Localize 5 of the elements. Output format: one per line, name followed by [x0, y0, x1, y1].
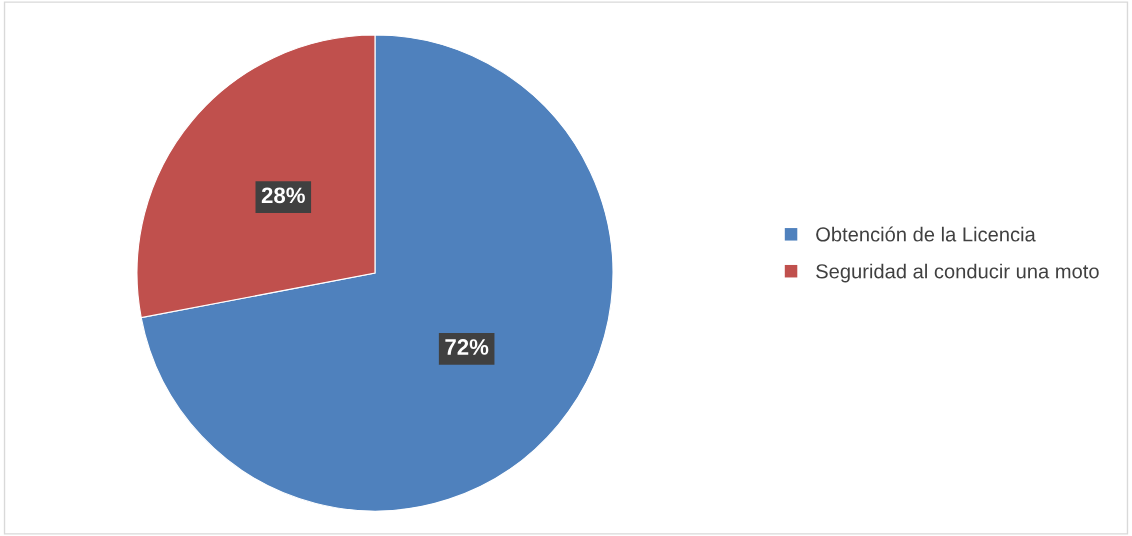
- legend-label: Seguridad al conducir una moto: [816, 263, 1099, 283]
- data-label: 72%: [445, 339, 489, 355]
- pie-slice: [140, 34, 614, 512]
- data-label: 28%: [261, 187, 305, 204]
- legend-label: Obtención de la Licencia: [816, 226, 1036, 242]
